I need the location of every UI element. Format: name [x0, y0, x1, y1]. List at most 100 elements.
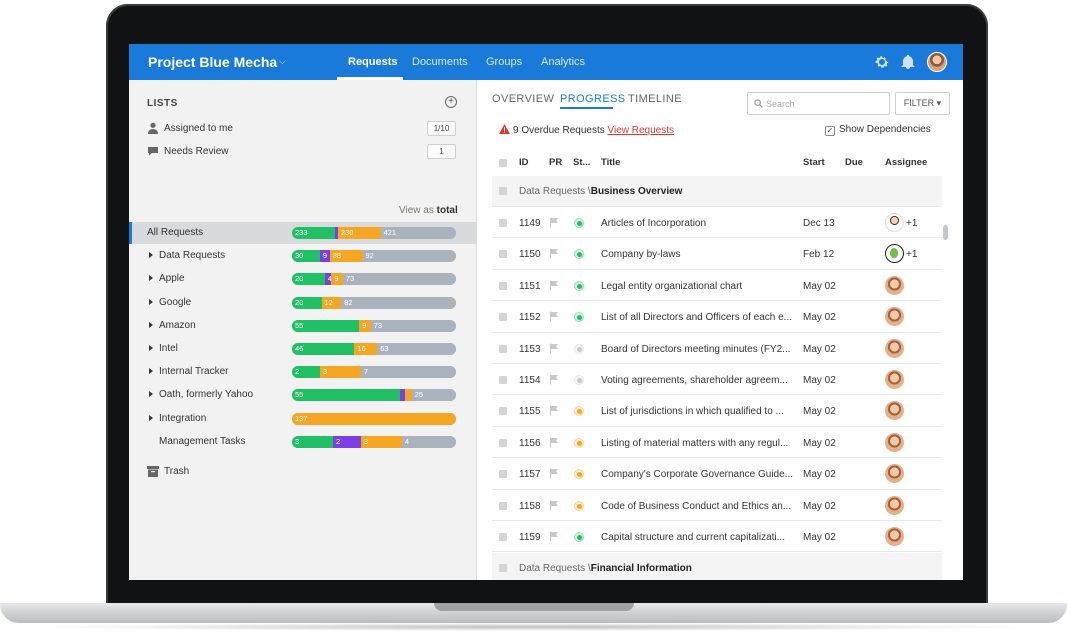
row-checkbox[interactable]	[499, 407, 507, 416]
flag-icon[interactable]	[549, 280, 559, 291]
request-title[interactable]: Listing of material matters with any reg…	[601, 437, 789, 449]
table-row[interactable]: 1156 Listing of material matters with any…	[492, 426, 942, 459]
flag-icon[interactable]	[549, 217, 559, 228]
bell-icon[interactable]	[900, 54, 916, 70]
status-dot-green[interactable]	[574, 249, 584, 260]
request-title[interactable]: Code of Business Conduct and Ethics an..…	[601, 500, 792, 512]
flag-icon[interactable]	[549, 468, 559, 479]
needs-review-link[interactable]: Needs Review	[164, 146, 229, 157]
col-id[interactable]: ID	[519, 157, 529, 168]
row-checkbox[interactable]	[499, 250, 507, 259]
assignee-avatar[interactable]	[885, 495, 904, 515]
extra-assignees[interactable]: +1	[906, 249, 918, 261]
nav-tab-analytics[interactable]: Analytics	[541, 56, 586, 68]
tab-progress[interactable]: PROGRESS	[560, 93, 626, 105]
assignee-avatar[interactable]	[885, 244, 904, 264]
list-row[interactable]: Integration 137	[129, 408, 476, 430]
request-title[interactable]: Board of Directors meeting minutes (FY2.…	[601, 343, 791, 355]
table-row[interactable]: 1151 Legal entity organizational chart May…	[492, 269, 942, 302]
list-row[interactable]: Management Tasks 3 2 3 4	[129, 431, 476, 453]
request-title[interactable]: Company by-laws	[601, 249, 681, 261]
select-all-checkbox[interactable]	[499, 159, 507, 167]
table-scrollbar[interactable]	[943, 225, 948, 240]
flag-icon[interactable]	[549, 343, 559, 354]
col-priority[interactable]: PR	[549, 157, 563, 168]
row-checkbox[interactable]	[499, 438, 507, 447]
table-row[interactable]: 1153 Board of Directors meeting minutes (…	[492, 332, 942, 364]
search-box[interactable]	[747, 92, 890, 115]
assignee-avatar[interactable]	[885, 370, 904, 389]
flag-icon[interactable]	[549, 374, 559, 385]
col-due[interactable]: Due	[845, 157, 863, 168]
view-as-value[interactable]: total	[436, 205, 458, 216]
table-row[interactable]: 1152 List of all Directors and Officers o…	[492, 301, 942, 333]
request-title[interactable]: Articles of Incorporation	[601, 218, 707, 229]
search-input[interactable]	[766, 96, 886, 111]
status-dot-orange[interactable]	[574, 500, 584, 511]
assignee-avatar[interactable]	[885, 432, 904, 452]
tab-timeline[interactable]: TIMELINE	[628, 93, 682, 105]
flag-icon[interactable]	[549, 405, 559, 416]
col-status[interactable]: St...	[573, 157, 591, 168]
table-row[interactable]: 1159 Capital structure and current capita…	[492, 521, 942, 553]
assignee-avatar[interactable]	[885, 338, 904, 358]
assignee-avatar[interactable]	[885, 275, 904, 295]
status-dot-orange[interactable]	[574, 406, 584, 417]
col-start[interactable]: Start	[803, 157, 825, 168]
request-title[interactable]: Capital structure and current capitaliza…	[601, 532, 785, 543]
expand-arrow-icon[interactable]	[149, 391, 153, 398]
row-checkbox[interactable]	[499, 376, 507, 384]
flag-icon[interactable]	[549, 500, 559, 511]
status-dot-orange[interactable]	[574, 437, 584, 448]
assigned-to-me-link[interactable]: Assigned to me	[164, 123, 233, 134]
list-row[interactable]: Data Requests 30 9 38 92	[129, 245, 476, 267]
flag-icon[interactable]	[549, 437, 559, 448]
group-checkbox[interactable]	[499, 187, 507, 195]
project-title[interactable]: Project Blue Mecha	[148, 54, 278, 70]
user-avatar[interactable]	[927, 52, 947, 72]
assignee-avatar[interactable]	[885, 464, 904, 484]
flag-icon[interactable]	[549, 311, 559, 322]
list-row[interactable]: Intel 46 16 63	[129, 338, 476, 360]
nav-tab-documents[interactable]: Documents	[412, 56, 468, 68]
expand-arrow-icon[interactable]	[149, 345, 153, 351]
table-row[interactable]: 1154 Voting agreements, shareholder agree…	[492, 364, 942, 396]
group-checkbox[interactable]	[499, 564, 507, 572]
status-dot-green[interactable]	[574, 532, 584, 542]
project-switcher-chevron-icon[interactable]: ⌵	[279, 56, 286, 66]
assignee-avatar[interactable]	[885, 213, 904, 232]
extra-assignees[interactable]: +1	[906, 218, 918, 229]
flag-icon[interactable]	[549, 531, 559, 542]
expand-arrow-icon[interactable]	[149, 414, 153, 421]
show-dependencies-checkbox[interactable]: ✓	[825, 126, 835, 136]
table-row[interactable]: 1150 Company by-laws Feb 12 +1	[492, 238, 942, 270]
assignee-avatar[interactable]	[885, 307, 904, 327]
nav-tab-requests[interactable]: Requests	[348, 56, 398, 68]
expand-arrow-icon[interactable]	[149, 321, 153, 328]
row-checkbox[interactable]	[499, 344, 507, 353]
status-dot-gray[interactable]	[574, 343, 584, 354]
request-title[interactable]: List of jurisdictions in which qualified…	[601, 406, 784, 418]
expand-arrow-icon[interactable]	[149, 298, 153, 305]
add-list-icon[interactable]: +	[445, 96, 457, 108]
status-dot-green[interactable]	[574, 218, 584, 228]
table-row[interactable]: 1158 Code of Business Conduct and Ethics …	[492, 489, 942, 521]
col-assignee[interactable]: Assignee	[885, 157, 928, 168]
table-row[interactable]: 1149 Articles of Incorporation Dec 13 +1	[492, 207, 942, 239]
assignee-avatar[interactable]	[885, 401, 904, 421]
request-title[interactable]: Voting agreements, shareholder agreem...	[601, 375, 788, 386]
request-title[interactable]: Company's Corporate Governance Guide...	[601, 469, 794, 481]
view-as-toggle[interactable]: View as total	[399, 205, 458, 216]
gear-icon[interactable]	[874, 54, 890, 70]
status-dot-green[interactable]	[574, 312, 584, 323]
col-title[interactable]: Title	[601, 157, 621, 168]
row-checkbox[interactable]	[499, 533, 507, 541]
status-dot-orange[interactable]	[574, 469, 584, 480]
status-dot-gray[interactable]	[574, 375, 584, 385]
view-requests-link[interactable]: View Requests	[607, 125, 675, 136]
list-row[interactable]: Amazon 55 9 73	[129, 315, 476, 337]
assignee-avatar[interactable]	[885, 527, 904, 546]
list-row[interactable]: Internal Tracker 2 3 7	[129, 361, 476, 383]
row-checkbox[interactable]	[499, 313, 507, 322]
show-dependencies-option[interactable]: ✓ Show Dependencies	[825, 124, 931, 136]
